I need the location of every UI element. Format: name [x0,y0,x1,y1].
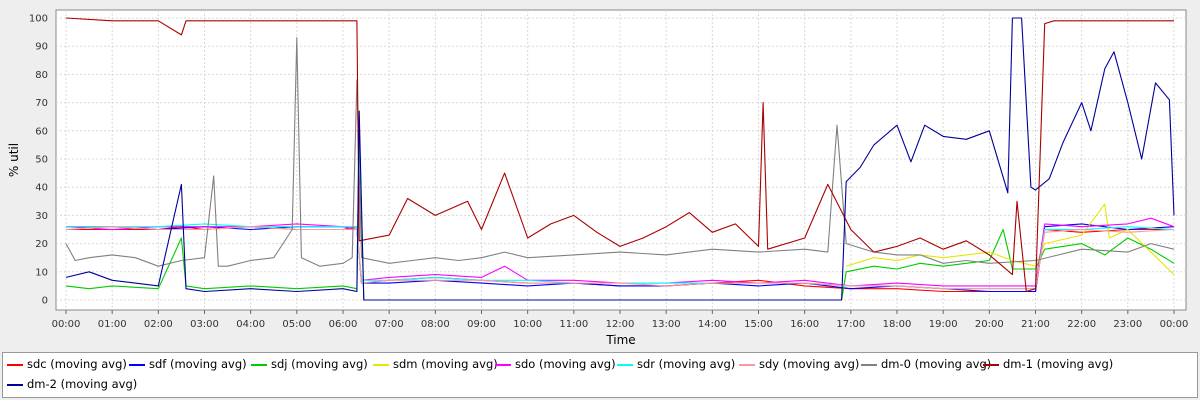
x-tick-label: 08:00 [421,319,450,330]
legend-swatch [983,364,999,366]
y-tick-label: 20 [35,239,48,250]
x-tick-label: 21:00 [1021,319,1050,330]
x-tick-label: 10:00 [513,319,542,330]
y-tick-label: 90 [35,42,48,53]
x-axis-ticks: 00:00 01:00 02:00 03:00 04:00 05:00 06:00 07:00… [52,310,1189,330]
legend-swatch [373,364,389,366]
x-tick-label: 05:00 [282,319,311,330]
x-tick-label: 09:00 [467,319,496,330]
y-tick-label: 50 [35,155,48,166]
legend-label: sdo (moving avg) [515,357,616,371]
legend-label: dm-2 (moving avg) [27,377,138,391]
x-tick-label: 18:00 [883,319,912,330]
series-line-dm-1 [65,17,1174,293]
y-tick-label: 0 [42,296,48,307]
series-lines [65,17,1175,301]
y-tick-label: 60 [35,126,48,137]
series-line-dm-0 [65,37,1175,267]
x-tick-label: 13:00 [652,319,681,330]
legend-label: sdm (moving avg) [393,357,498,371]
legend-swatch [739,364,755,366]
x-tick-label: 00:00 [1160,319,1189,330]
legend-swatch [861,364,877,366]
plot-area [55,9,1187,311]
series-line-dm-2 [65,17,1175,301]
x-tick-label: 06:00 [329,319,358,330]
legend-swatch [7,384,23,386]
line-chart: 0 10 20 30 40 50 60 70 80 90 100 00:00 01:00 02:00 03… [7,9,1189,347]
x-tick-label: 00:00 [52,319,81,330]
legend-swatch [251,364,267,366]
x-tick-label: 22:00 [1067,319,1096,330]
legend-label: sdj (moving avg) [271,357,368,371]
legend: sdc (moving avg) sdf (moving avg) sdj (mov… [2,352,1198,398]
x-tick-label: 19:00 [929,319,958,330]
x-tick-label: 16:00 [790,319,819,330]
x-axis-label: Time [605,333,635,347]
y-tick-label: 100 [29,14,48,25]
x-tick-label: 01:00 [98,319,127,330]
x-tick-label: 23:00 [1113,319,1142,330]
legend-label: sdf (moving avg) [149,357,247,371]
x-tick-label: 07:00 [375,319,404,330]
x-tick-label: 17:00 [836,319,865,330]
y-tick-label: 30 [35,211,48,222]
legend-swatch [617,364,633,366]
legend-label: sdr (moving avg) [637,357,736,371]
grid-lines [56,10,1186,310]
y-tick-label: 80 [35,70,48,81]
x-tick-label: 14:00 [698,319,727,330]
y-axis-ticks: 0 10 20 30 40 50 60 70 80 90 100 [29,14,48,307]
legend-swatch [7,364,23,366]
legend-label: dm-0 (moving avg) [881,357,992,371]
x-tick-label: 15:00 [744,319,773,330]
x-tick-label: 12:00 [606,319,635,330]
x-tick-label: 02:00 [144,319,173,330]
x-tick-label: 04:00 [236,319,265,330]
series-line-sdy [65,226,1175,290]
legend-label: dm-1 (moving avg) [1003,357,1114,371]
legend-label: sdy (moving avg) [759,357,860,371]
y-axis-label: % util [7,143,21,177]
legend-label: sdc (moving avg) [27,357,127,371]
x-tick-label: 20:00 [975,319,1004,330]
x-tick-label: 03:00 [190,319,219,330]
y-tick-label: 40 [35,183,48,194]
y-tick-label: 70 [35,98,48,109]
legend-swatch [495,364,511,366]
y-tick-label: 10 [35,267,48,278]
x-tick-label: 11:00 [559,319,588,330]
legend-swatch [129,364,145,366]
